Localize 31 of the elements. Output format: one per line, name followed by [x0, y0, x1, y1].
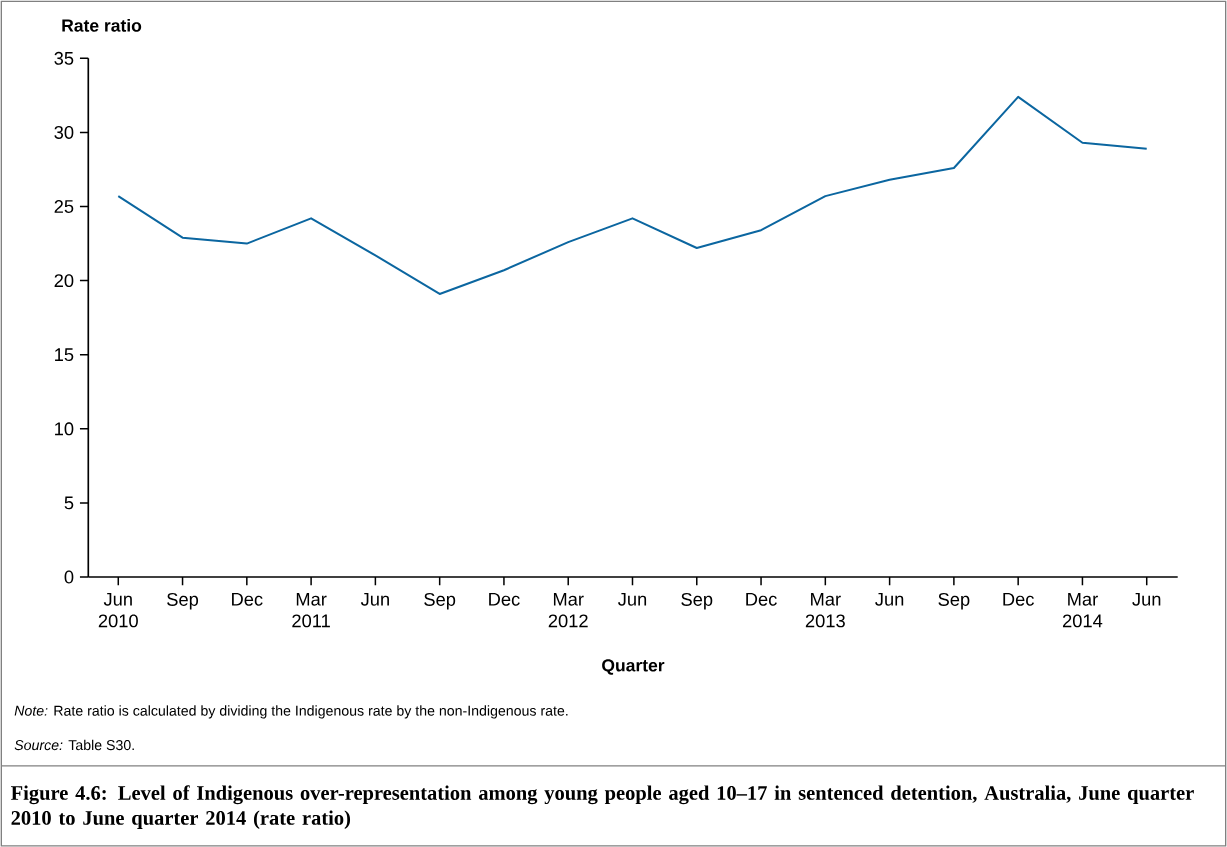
y-axis-title: Rate ratio — [62, 18, 142, 32]
text: Figure 4.6: Level of Indigenous over-representation among young people aged 10–17 in sentenced detention, Australia, June quarter 2010 to June quarter 2014 (rate ratio) — [11, 785, 1194, 829]
x-tick-label: Jun — [1132, 592, 1161, 606]
text: Source: Table S30. — [14, 739, 134, 751]
x-tick-label: Sep — [681, 592, 713, 610]
x-axis-title: Quarter — [602, 659, 665, 675]
x-tick-label: Mar 2013 — [805, 592, 845, 628]
x-tick-label: Jun — [360, 592, 389, 606]
y-tick-label: 0 — [64, 570, 74, 584]
x-tick-label: Jun 2010 — [98, 592, 138, 628]
x-tick-label: Mar 2014 — [1062, 592, 1103, 628]
x-tick-label: Sep — [938, 592, 970, 610]
x-tick-label: Dec — [746, 592, 777, 606]
y-tick-label: 30 — [54, 125, 74, 139]
x-tick-label: Sep — [167, 592, 199, 610]
text: Note: Rate ratio is calculated by dividing the Indigenous rate by the non-Indigenous rate. — [14, 705, 568, 719]
x-tick-label: Jun — [875, 592, 904, 606]
y-tick-label: 5 — [64, 496, 74, 510]
y-tick-label: 25 — [54, 199, 74, 213]
x-tick-label: Sep — [424, 592, 456, 610]
y-tick-label: 10 — [55, 422, 74, 436]
x-tick-label: Mar 2011 — [292, 592, 330, 628]
x-tick-label: Jun — [618, 592, 647, 606]
x-tick-label: Dec — [1003, 592, 1034, 606]
x-tick-label: Dec — [232, 592, 263, 606]
line-series — [117, 95, 1148, 295]
y-tick-label: 15 — [55, 348, 74, 362]
y-tick-label: 35 — [54, 51, 74, 65]
x-tick-label: Mar 2012 — [548, 592, 588, 628]
y-tick-label: 20 — [54, 274, 74, 288]
x-tick-label: Dec — [489, 592, 520, 606]
